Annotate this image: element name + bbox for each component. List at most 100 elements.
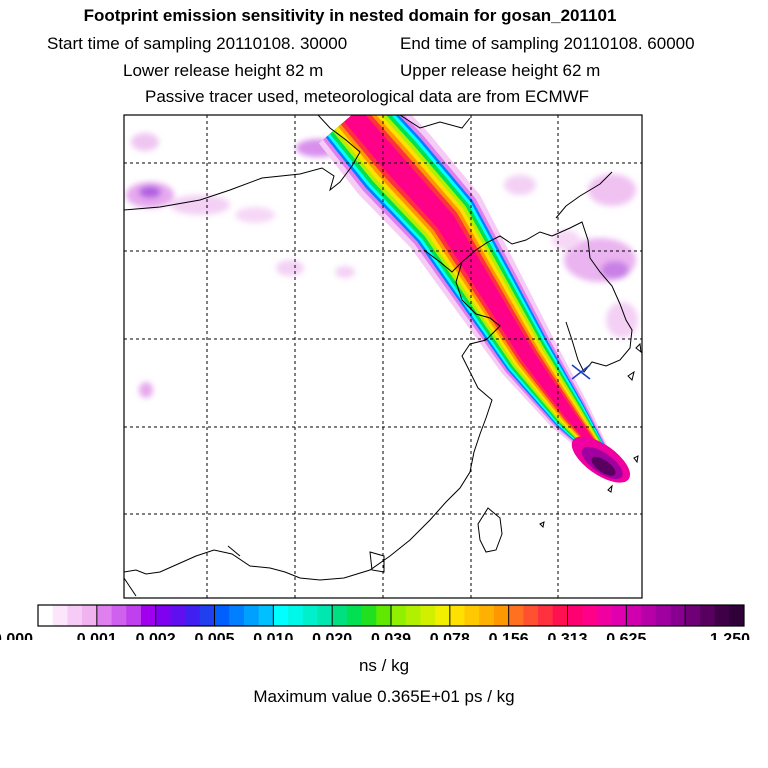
islands bbox=[539, 342, 642, 529]
colorbar-swatch bbox=[229, 605, 245, 626]
colorbar-tick-label: 0.001 bbox=[77, 631, 117, 640]
colorbar-swatch bbox=[699, 605, 715, 626]
coast-hainan-area bbox=[369, 551, 385, 573]
plume-peak bbox=[591, 456, 616, 476]
colorbar-swatch bbox=[626, 605, 642, 626]
colorbar-frame bbox=[37, 604, 745, 627]
map-frame bbox=[123, 114, 643, 599]
colorbar-swatch bbox=[376, 605, 392, 626]
patch-west-2 bbox=[170, 195, 230, 215]
colorbar: 0.000 0.001 0.002 0.005 0.010 0.020 0.039 0.078… bbox=[0, 604, 750, 640]
patch-korea-core bbox=[601, 261, 629, 279]
coastlines bbox=[124, 115, 642, 597]
coast-bohai bbox=[423, 231, 553, 273]
colorbar-swatch bbox=[199, 605, 215, 626]
border-korea-north bbox=[555, 171, 613, 219]
colorbar-unit: ns / kg bbox=[358, 656, 410, 675]
receptor-marker bbox=[571, 364, 591, 380]
colorbar-tick-label: 0.313 bbox=[547, 631, 587, 640]
lower-release-height-label: Lower release height 82 m bbox=[123, 61, 324, 80]
colorbar-swatch bbox=[346, 605, 362, 626]
patch-korea-west bbox=[552, 230, 580, 250]
colorbar-tick-label: 0.078 bbox=[430, 631, 470, 640]
tracer-info-label: Passive tracer used, meteorological data… bbox=[145, 87, 590, 106]
colorbar-tick-label: 0.005 bbox=[194, 631, 234, 640]
plot-title: Footprint emission sensitivity in nested… bbox=[83, 6, 617, 25]
colorbar-swatch bbox=[82, 605, 98, 626]
colorbar-swatch bbox=[714, 605, 730, 626]
upper-release-height-label: Upper release height 62 m bbox=[400, 61, 601, 80]
colorbar-tick-label: 0.625 bbox=[606, 631, 646, 640]
colorbar-swatch bbox=[685, 605, 701, 626]
receptor-marker-line-2 bbox=[571, 364, 591, 380]
colorbar-swatch bbox=[243, 605, 260, 626]
colorbar-swatch bbox=[111, 605, 127, 626]
colorbar-swatch bbox=[435, 605, 451, 626]
border-north bbox=[124, 115, 361, 211]
coast-taiwan bbox=[477, 507, 503, 553]
end-time-label: End time of sampling 20110108. 60000 bbox=[400, 34, 695, 53]
colorbar-swatch bbox=[52, 605, 68, 626]
colorbar-swatch bbox=[493, 605, 510, 626]
colorbar-tick-label: 1.250 bbox=[710, 631, 750, 640]
patch-northwest bbox=[131, 133, 159, 151]
start-time-label: Start time of sampling 20110108. 30000 bbox=[47, 34, 348, 53]
colorbar-tick-label: 0.020 bbox=[312, 631, 352, 640]
plume bbox=[318, 115, 631, 483]
colorbar-tick-label: 0.010 bbox=[253, 631, 293, 640]
coast-east-china bbox=[124, 261, 501, 581]
plume-contour bbox=[344, 115, 613, 469]
colorbar-swatch bbox=[538, 605, 554, 626]
colorbar-swatch bbox=[185, 605, 201, 626]
colorbar-swatch bbox=[391, 605, 407, 626]
low-sensitivity-patches bbox=[126, 133, 638, 398]
colorbar-swatch bbox=[155, 605, 171, 626]
maximum-value-label: Maximum value 0.365E+01 ps / kg bbox=[253, 687, 515, 706]
colorbar-swatch bbox=[67, 605, 83, 626]
colorbar-swatch bbox=[552, 605, 568, 626]
colorbar-swatch bbox=[332, 605, 348, 626]
colorbar-swatch bbox=[464, 605, 480, 626]
patch-center-west bbox=[235, 207, 275, 223]
colorbar-swatch bbox=[214, 605, 230, 626]
patch-center bbox=[276, 260, 304, 276]
colorbar-tick-label: 0.156 bbox=[489, 631, 529, 640]
colorbar-tick-label: 0.000 bbox=[0, 631, 33, 640]
colorbar-swatch bbox=[405, 605, 421, 626]
colorbar-swatch bbox=[420, 605, 436, 626]
colorbar-tick-label: 0.039 bbox=[371, 631, 411, 640]
colorbar-swatch bbox=[126, 605, 142, 626]
patch-center-2 bbox=[335, 266, 355, 278]
patch-northeast bbox=[504, 175, 536, 195]
footprint-map: 0.000 0.001 0.002 0.005 0.010 0.020 0.039 0.078… bbox=[0, 114, 750, 640]
border-north-east bbox=[399, 115, 471, 129]
colorbar-swatch bbox=[567, 605, 583, 626]
colorbar-swatch bbox=[655, 605, 671, 626]
colorbar-swatch bbox=[508, 605, 524, 626]
colorbar-swatch bbox=[670, 605, 686, 626]
colorbar-swatch bbox=[96, 605, 112, 626]
colorbar-swatch bbox=[611, 605, 627, 626]
lat-lon-grid bbox=[124, 115, 642, 598]
colorbar-tick-label: 0.002 bbox=[136, 631, 176, 640]
colorbar-swatch bbox=[729, 605, 745, 626]
colorbar-swatch bbox=[317, 605, 333, 626]
colorbar-swatch bbox=[479, 605, 495, 626]
patch-southwest bbox=[139, 382, 153, 398]
colorbar-swatch bbox=[302, 605, 318, 626]
colorbar-swatch bbox=[258, 605, 274, 626]
patch-southeast bbox=[606, 302, 638, 338]
colorbar-swatch bbox=[288, 605, 304, 626]
colorbar-swatch bbox=[38, 605, 54, 626]
colorbar-swatch bbox=[582, 605, 598, 626]
colorbar-swatch bbox=[596, 605, 613, 626]
colorbar-swatch bbox=[140, 605, 157, 626]
colorbar-swatch bbox=[273, 605, 289, 626]
colorbar-swatch bbox=[361, 605, 377, 626]
colorbar-swatch bbox=[449, 605, 465, 626]
colorbar-swatch bbox=[641, 605, 657, 626]
colorbar-swatch bbox=[523, 605, 539, 626]
inner-borders bbox=[124, 545, 241, 597]
patch-east bbox=[588, 174, 636, 206]
patch-west-core bbox=[139, 186, 161, 198]
